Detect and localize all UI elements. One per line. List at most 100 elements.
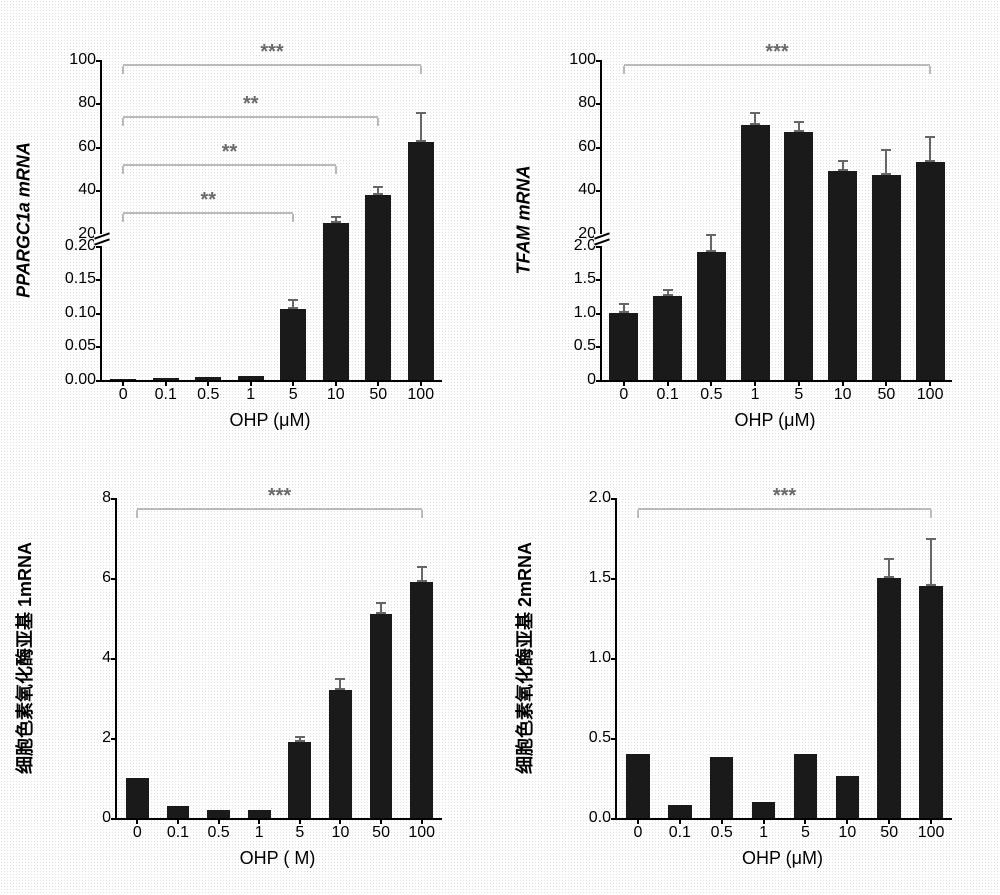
significance-label: ** xyxy=(210,141,250,164)
bar xyxy=(609,313,638,380)
y-tick-label: 8 xyxy=(102,489,117,507)
bar xyxy=(280,309,306,380)
bar xyxy=(784,132,813,380)
x-tick-label: 0.5 xyxy=(711,818,733,842)
x-tick-label: 0 xyxy=(119,380,128,404)
y-axis-label: TFAM mRNA xyxy=(514,166,535,275)
bar xyxy=(741,125,770,380)
y-tick-label: 0 xyxy=(102,809,117,827)
x-tick-label: 1 xyxy=(255,818,264,842)
bar xyxy=(238,376,264,380)
significance-label: *** xyxy=(252,41,292,64)
x-tick-label: 10 xyxy=(332,818,350,842)
bar xyxy=(877,578,900,818)
y-tick-label: 1.5 xyxy=(589,569,617,587)
x-tick-label: 5 xyxy=(289,380,298,404)
x-tick-label: 0.1 xyxy=(155,380,177,404)
x-tick-label: 1 xyxy=(246,380,255,404)
x-axis-label: OHP (μM) xyxy=(734,410,815,431)
y-tick-label: 0.15 xyxy=(65,270,102,288)
y-tick-label: 80 xyxy=(78,94,102,112)
bar xyxy=(653,296,682,380)
bar xyxy=(752,802,775,818)
bar xyxy=(153,378,179,380)
figure-page: PPARGC1a mRNAOHP (μM)0.000.050.100.150.2… xyxy=(0,0,1000,895)
y-tick-label: 100 xyxy=(569,51,602,69)
x-tick-label: 50 xyxy=(877,380,895,404)
bar xyxy=(794,754,817,818)
bar xyxy=(710,757,733,818)
x-tick-label: 0.1 xyxy=(167,818,189,842)
x-tick-label: 1 xyxy=(759,818,768,842)
y-tick-label: 40 xyxy=(578,181,602,199)
x-tick-label: 50 xyxy=(372,818,390,842)
significance-bracket xyxy=(624,64,930,66)
y-axis-label: PPARGC1a mRNA xyxy=(14,142,35,298)
x-tick-label: 10 xyxy=(327,380,345,404)
y-tick-label: 0 xyxy=(587,371,602,389)
bar xyxy=(836,776,859,818)
error-bar xyxy=(930,538,932,586)
y-tick-label: 1.5 xyxy=(574,270,602,288)
bar xyxy=(248,810,271,818)
y-tick-label: 80 xyxy=(578,94,602,112)
panel-grid: PPARGC1a mRNAOHP (μM)0.000.050.100.150.2… xyxy=(0,0,1000,895)
x-tick-label: 0.1 xyxy=(669,818,691,842)
y-tick-label: 4 xyxy=(102,649,117,667)
bar xyxy=(916,162,945,380)
error-bar xyxy=(420,112,422,142)
y-tick-label: 0.5 xyxy=(589,729,617,747)
y-tick-label: 2.0 xyxy=(589,489,617,507)
y-tick-label: 1.0 xyxy=(574,304,602,322)
y-tick-label: 0.0 xyxy=(589,809,617,827)
significance-bracket xyxy=(123,116,378,118)
error-bar xyxy=(798,121,800,132)
x-tick-label: 100 xyxy=(407,380,434,404)
y-tick-label: 100 xyxy=(69,51,102,69)
error-bar xyxy=(377,186,379,195)
x-tick-label: 5 xyxy=(801,818,810,842)
x-tick-label: 5 xyxy=(295,818,304,842)
significance-bracket xyxy=(638,508,931,510)
error-bar xyxy=(335,216,337,223)
bar xyxy=(167,806,190,818)
bar xyxy=(668,805,691,818)
panel-ppargc1a: PPARGC1a mRNAOHP (μM)0.000.050.100.150.2… xyxy=(0,0,500,448)
bar xyxy=(919,586,942,818)
x-tick-label: 10 xyxy=(834,380,852,404)
x-tick-label: 0.5 xyxy=(207,818,229,842)
bar xyxy=(365,195,391,380)
error-bar xyxy=(421,566,423,582)
y-tick-label: 0.5 xyxy=(574,337,602,355)
bar xyxy=(323,223,349,380)
x-tick-label: 0.5 xyxy=(197,380,219,404)
error-bar xyxy=(754,112,756,125)
x-tick-label: 100 xyxy=(917,380,944,404)
y-tick-label: 1.0 xyxy=(589,649,617,667)
plot-area: 0.00.51.01.52.000.10.5151050100*** xyxy=(615,498,952,820)
y-tick-label: 0.00 xyxy=(65,371,102,389)
error-bar xyxy=(667,289,669,296)
panel-cox2: 细胞色素氧化酶亚基 2mRNAOHP (μM)0.00.51.01.52.000… xyxy=(500,448,1000,895)
y-tick-label: 0.10 xyxy=(65,304,102,322)
x-tick-label: 1 xyxy=(751,380,760,404)
error-bar xyxy=(885,149,887,175)
x-tick-label: 100 xyxy=(408,818,435,842)
bar xyxy=(207,810,230,818)
bar xyxy=(370,614,393,818)
bar xyxy=(408,142,434,380)
panel-cox1: 细胞色素氧化酶亚基 1mRNAOHP ( M)0246800.10.515105… xyxy=(0,448,500,895)
x-tick-label: 10 xyxy=(838,818,856,842)
bar xyxy=(828,171,857,380)
bar xyxy=(110,379,136,380)
y-tick-label: 60 xyxy=(578,138,602,156)
error-bar xyxy=(380,602,382,614)
x-tick-label: 0 xyxy=(133,818,142,842)
x-tick-label: 5 xyxy=(794,380,803,404)
error-bar xyxy=(842,160,844,171)
y-tick-label: 0.05 xyxy=(65,337,102,355)
significance-label: ** xyxy=(231,93,271,116)
error-bar xyxy=(339,678,341,690)
error-bar xyxy=(888,558,890,577)
significance-bracket xyxy=(123,164,336,166)
